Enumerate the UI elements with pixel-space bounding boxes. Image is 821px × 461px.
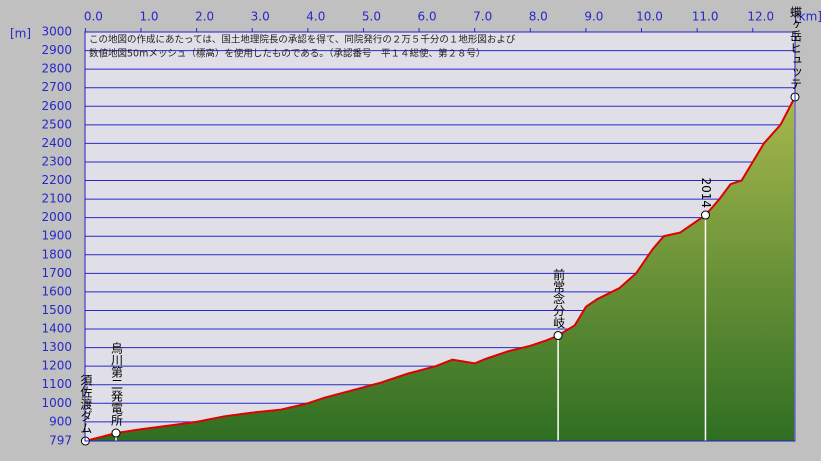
y-tick-label: 1500: [41, 303, 72, 317]
waypoint-label: 須佐渡ダム: [79, 374, 93, 434]
y-tick-label: 2500: [41, 117, 72, 131]
y-tick-label: 2300: [41, 154, 72, 168]
y-tick-label: 1400: [41, 322, 72, 336]
area: [85, 97, 795, 441]
x-tick-label: 0.0: [84, 10, 103, 24]
y-tick-label: 1900: [41, 229, 72, 243]
x-tick-label: 8.0: [529, 10, 548, 24]
y-tick-label: 2200: [41, 173, 72, 187]
x-tick-label: 12.0: [747, 10, 774, 24]
y-tick-label: 900: [49, 414, 72, 428]
plot-border: [84, 31, 796, 442]
y-tick-label: 2000: [41, 210, 72, 224]
y-tick-label: 2100: [41, 192, 72, 206]
y-tick-label: 1300: [41, 340, 72, 354]
x-tick-label: 2.0: [195, 10, 214, 24]
x-tick-label: 6.0: [418, 10, 437, 24]
y-tick-label: 2600: [41, 99, 72, 113]
y-tick-label: 1700: [41, 266, 72, 280]
waypoint: [553, 331, 563, 341]
waypoint-label: 2014: [699, 178, 713, 209]
waypoint: [700, 210, 710, 220]
y-tick-label: 2800: [41, 62, 72, 76]
y-tick-label: 2700: [41, 80, 72, 94]
x-axis-label: [km]: [794, 10, 821, 24]
x-tick-label: 9.0: [584, 10, 603, 24]
y-tick-label: 1800: [41, 247, 72, 261]
x-tick-label: 3.0: [251, 10, 270, 24]
waypoint-label: 烏川第二発電所: [109, 342, 123, 426]
y-tick-label: 797: [49, 434, 72, 448]
waypoint-label: 前常念分岐: [552, 267, 566, 328]
x-tick-label: 7.0: [473, 10, 492, 24]
waypoint-label: 蝶ヶ岳ヒュッテ: [789, 5, 803, 90]
y-tick-label: 1600: [41, 284, 72, 298]
x-tick-label: 1.0: [139, 10, 158, 24]
y-tick-label: 2900: [41, 43, 72, 57]
x-tick-label: 4.0: [306, 10, 325, 24]
note: 数値地図50mメッシュ（標高）を使用したものである。（承認番号 平１４総使、第２…: [89, 48, 486, 60]
y-tick-label: 2400: [41, 136, 72, 150]
x-tick-label: 11.0: [692, 10, 719, 24]
y-tick-label: 1200: [41, 359, 72, 373]
x-tick-label: 5.0: [362, 10, 381, 24]
x-tick-label: 10.0: [636, 10, 663, 24]
waypoint: [111, 428, 121, 438]
y-axis-label: [m]: [10, 27, 31, 41]
profile-line: [85, 96, 796, 442]
note: この地図の作成にあたっては、国土地理院長の承認を得て、同院発行の２万５千分の１地…: [89, 34, 516, 46]
y-tick-label: 1100: [41, 377, 72, 391]
y-tick-label: 3000: [41, 25, 72, 39]
y-tick-label: 1000: [41, 396, 72, 410]
